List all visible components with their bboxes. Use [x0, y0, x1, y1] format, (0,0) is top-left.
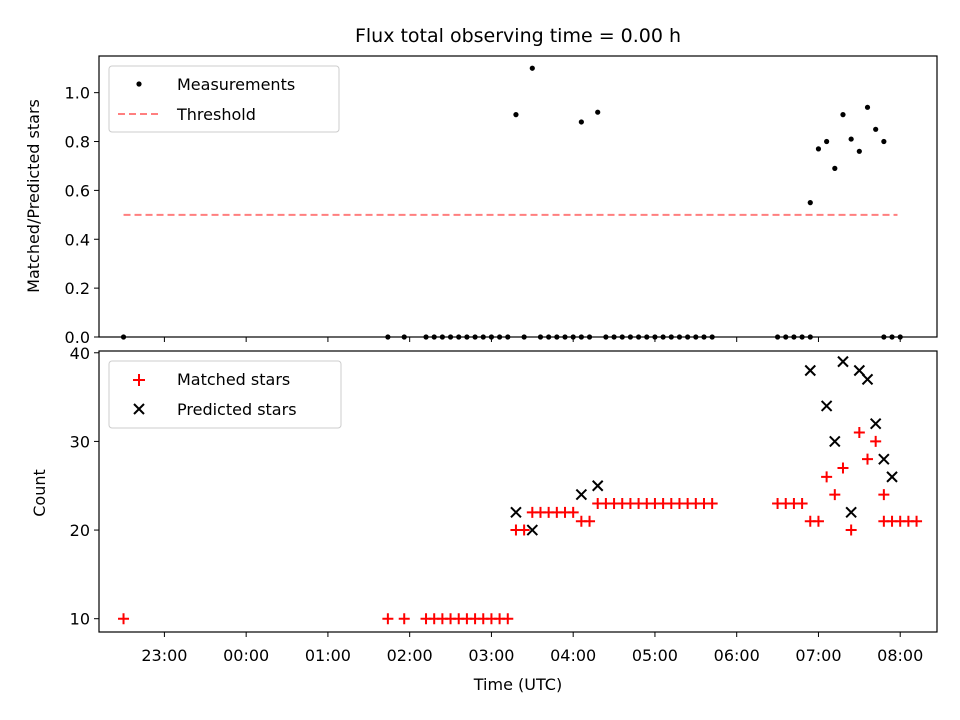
matched-star-point [502, 613, 514, 625]
top-y-tick-label: 0.2 [65, 279, 90, 298]
measurement-point [840, 112, 846, 118]
measurement-point [848, 136, 854, 142]
bottom-x-ticks: 23:00 00:00 01:00 02:00 03:00 04:00 05:00 06:00… [141, 632, 923, 665]
bottom-plot-area [98, 350, 938, 633]
matched-star-point [853, 427, 865, 439]
bottom-x-tick-label: 07:00 [795, 646, 841, 665]
top-panel: Flux total observing time = 0.00 h 0.00.… [24, 25, 938, 347]
matched-star-point [878, 489, 890, 501]
matched-star-point [567, 506, 579, 518]
predicted-star-point [845, 506, 857, 519]
bottom-y-tick-label: 20 [70, 521, 90, 540]
measurement-point [529, 65, 535, 71]
matched-star-point [837, 462, 849, 474]
measurement-point [873, 126, 879, 132]
matched-star-point [118, 613, 130, 625]
measurement-point [856, 148, 862, 154]
legend-matched-marker [133, 374, 145, 386]
bottom-data-marks [118, 355, 923, 625]
legend-measurements-label: Measurements [177, 75, 295, 94]
measurement-point [595, 109, 601, 115]
top-y-tick-label: 0.4 [65, 230, 90, 249]
matched-star-point [870, 435, 882, 447]
top-y-tick-label: 0.6 [65, 181, 90, 200]
top-legend-box [108, 65, 340, 133]
legend-threshold-label: Threshold [176, 105, 256, 124]
bottom-x-tick-label: 03:00 [468, 646, 514, 665]
bottom-x-tick-label: 23:00 [141, 646, 187, 665]
top-y-tick-label: 0.8 [65, 133, 90, 152]
predicted-star-point [575, 488, 588, 501]
bottom-x-tick-label: 00:00 [223, 646, 269, 665]
legend-predicted-label: Predicted stars [177, 400, 297, 419]
top-y-tick-label: 0.0 [65, 328, 90, 347]
bottom-y-tick-label: 10 [70, 610, 90, 629]
measurement-point [864, 104, 871, 110]
predicted-star-point [804, 364, 816, 377]
measurement-point [832, 165, 838, 171]
top-plot-area [98, 55, 938, 340]
top-y-tick-label: 1.0 [65, 84, 90, 103]
measurement-point [578, 119, 584, 125]
top-y-ticks: 0.0 0.2 0.4 0.6 0.8 1.0 [65, 84, 99, 347]
measurement-point [807, 200, 813, 206]
legend-matched-label: Matched stars [177, 370, 290, 389]
chart-title: Flux total observing time = 0.00 h [355, 25, 681, 47]
predicted-star-point [829, 435, 841, 448]
predicted-star-point [820, 400, 833, 412]
bottom-x-tick-label: 02:00 [387, 646, 433, 665]
top-x-tick-marks [163, 337, 901, 342]
bottom-axes-frame [98, 350, 938, 633]
predicted-star-point [510, 506, 522, 519]
predicted-star-point [869, 417, 882, 430]
predicted-star-point [861, 373, 874, 386]
matched-star-point [382, 613, 394, 625]
measurement-point [815, 146, 822, 152]
bottom-panel: 10 20 30 40 23:00 00:00 01:00 02:00 03:00 04:00 0… [30, 344, 938, 694]
predicted-star-point [853, 364, 866, 377]
matched-star-point [862, 453, 874, 465]
bottom-legend: Matched stars Predicted stars [108, 360, 342, 429]
matched-star-point [821, 471, 833, 483]
x-axis-label: Time (UTC) [473, 675, 562, 694]
measurement-point [881, 138, 887, 145]
legend-predicted-marker [133, 403, 145, 415]
matched-star-point [911, 515, 923, 527]
matched-star-point [398, 613, 410, 625]
bottom-x-tick-label: 04:00 [550, 646, 596, 665]
bottom-x-tick-label: 08:00 [877, 646, 923, 665]
bottom-y-axis-label: Count [30, 469, 49, 517]
bottom-x-tick-label: 01:00 [305, 646, 351, 665]
matched-star-point [706, 497, 718, 509]
predicted-star-point [837, 355, 849, 368]
bottom-y-tick-label: 30 [70, 432, 90, 451]
bottom-y-tick-label: 40 [70, 344, 90, 363]
measurement-point [824, 138, 830, 145]
bottom-legend-box [108, 360, 342, 429]
predicted-star-point [878, 453, 890, 465]
bottom-y-ticks: 10 20 30 40 [70, 344, 99, 629]
matched-star-point [518, 524, 530, 536]
matched-star-point [584, 515, 596, 527]
bottom-x-tick-label: 06:00 [714, 646, 760, 665]
top-axes-frame [98, 55, 938, 338]
top-legend: Measurements Threshold [108, 65, 340, 133]
matched-star-point [845, 524, 857, 536]
top-y-axis-label: Matched/Predicted stars [24, 99, 43, 293]
bottom-x-tick-label: 05:00 [632, 646, 678, 665]
predicted-star-point [886, 471, 898, 483]
predicted-star-point [526, 524, 539, 536]
measurement-point [513, 112, 519, 118]
predicted-star-point [592, 480, 604, 492]
legend-measurements-marker [136, 81, 142, 87]
matched-star-point [796, 497, 808, 509]
matched-star-point [812, 515, 824, 527]
matched-star-point [829, 489, 841, 501]
